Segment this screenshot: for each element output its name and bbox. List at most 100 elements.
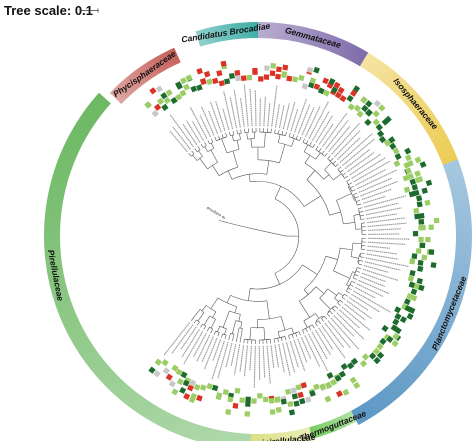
leaf-branch [295,332,298,337]
leaf-branch [309,142,312,146]
branch-arc [299,286,317,302]
branch-stem [210,149,218,163]
leaf-label-mark [211,340,225,380]
clade-band-phycisphaeraceae [109,47,181,105]
trait-marker [403,298,411,306]
leaf-label-mark [201,106,215,136]
branch-stem [236,140,240,150]
clade-label-candidatus-brocadiae: Candidatus Brocadiae [181,21,271,45]
trait-marker [299,398,306,405]
leaf-branch [318,148,322,152]
leaf-label-mark [353,290,392,313]
trait-marker [416,201,423,208]
trait-marker [170,97,178,105]
branch-stem [210,297,219,309]
trait-marker [180,371,188,379]
branch-stem [266,160,270,175]
branch-arc [334,292,340,299]
leaf-branch [204,142,207,146]
trait-marker [187,384,194,392]
trait-marker [206,78,213,86]
branch-stem [248,288,251,301]
trait-marker [360,96,368,104]
clade-band-lacipirellulaceae [250,427,313,441]
trait-marker [393,160,401,168]
branch-stem [203,315,210,326]
branch-arc [215,330,220,333]
trait-marker [244,411,251,417]
trait-marker [176,378,184,386]
leaf-branch [281,337,283,342]
trait-marker [340,362,348,371]
trait-marker [428,224,434,230]
trait-marker [392,147,400,155]
trait-marker [389,142,397,150]
leaf-label-mark [367,217,406,224]
trait-marker [200,78,207,86]
branch-stem [250,138,252,148]
trait-marker [175,81,183,89]
leaf-branch [359,259,364,262]
leaf-label-mark [169,114,194,148]
trait-marker [182,379,190,387]
trait-marker [342,388,350,396]
leaf-branch [217,332,220,337]
branch-stem [353,213,360,216]
branch-stem [278,134,281,143]
trait-marker [394,306,402,314]
leaf-label-mark [342,138,375,167]
trait-marker [291,393,298,400]
leaf-branch [206,327,210,332]
branch-stem [336,193,352,201]
leaf-branch [298,331,301,336]
leaf-branch [274,129,276,134]
leaf-label-mark [209,101,222,133]
leaf-label-mark [300,336,312,360]
trait-marker [268,397,275,404]
trait-marker [149,87,157,95]
trait-marker [183,83,190,91]
trait-marker [155,85,163,93]
branch-arc [346,271,353,285]
leaf-label-mark [275,103,280,128]
trait-marker [153,103,162,111]
leaf-label-mark [223,91,234,130]
leaf-label-mark [347,152,375,173]
branch-stem [306,170,316,180]
leaf-label-mark [362,268,399,281]
trait-marker [165,89,173,97]
branch-stem [303,144,309,152]
trait-marker [196,84,203,92]
leaf-branch [359,211,364,213]
leaf-branch [229,131,231,136]
branch-stem [266,300,270,319]
trait-marker [262,396,269,403]
leaf-label-mark [358,177,393,193]
trait-marker [421,254,428,261]
branch-stem [340,247,353,251]
trait-marker [269,409,276,415]
branch-stem [303,289,309,295]
outgroup-label: to outgroup [205,206,226,220]
leaf-branch [190,309,201,321]
leaf-branch [344,175,349,179]
trait-marker [376,351,385,360]
trait-marker [337,86,345,94]
leaf-branch [299,136,302,141]
trait-marker [425,236,431,243]
leaf-branch [346,179,351,182]
tree-branches [188,128,366,344]
leaf-branch [197,146,201,150]
branch-stem [327,288,337,296]
leaf-label-mark [262,345,266,378]
leaf-branch [193,319,197,324]
trait-marker [313,383,320,391]
leaf-branch [332,160,337,165]
trait-marker [409,258,416,265]
leaf-label-mark [311,331,328,360]
trait-marker [339,94,347,103]
leaf-label-mark [234,344,241,375]
leaf-branch [341,296,346,300]
branch-stem [201,305,207,312]
trait-marker [391,339,399,348]
